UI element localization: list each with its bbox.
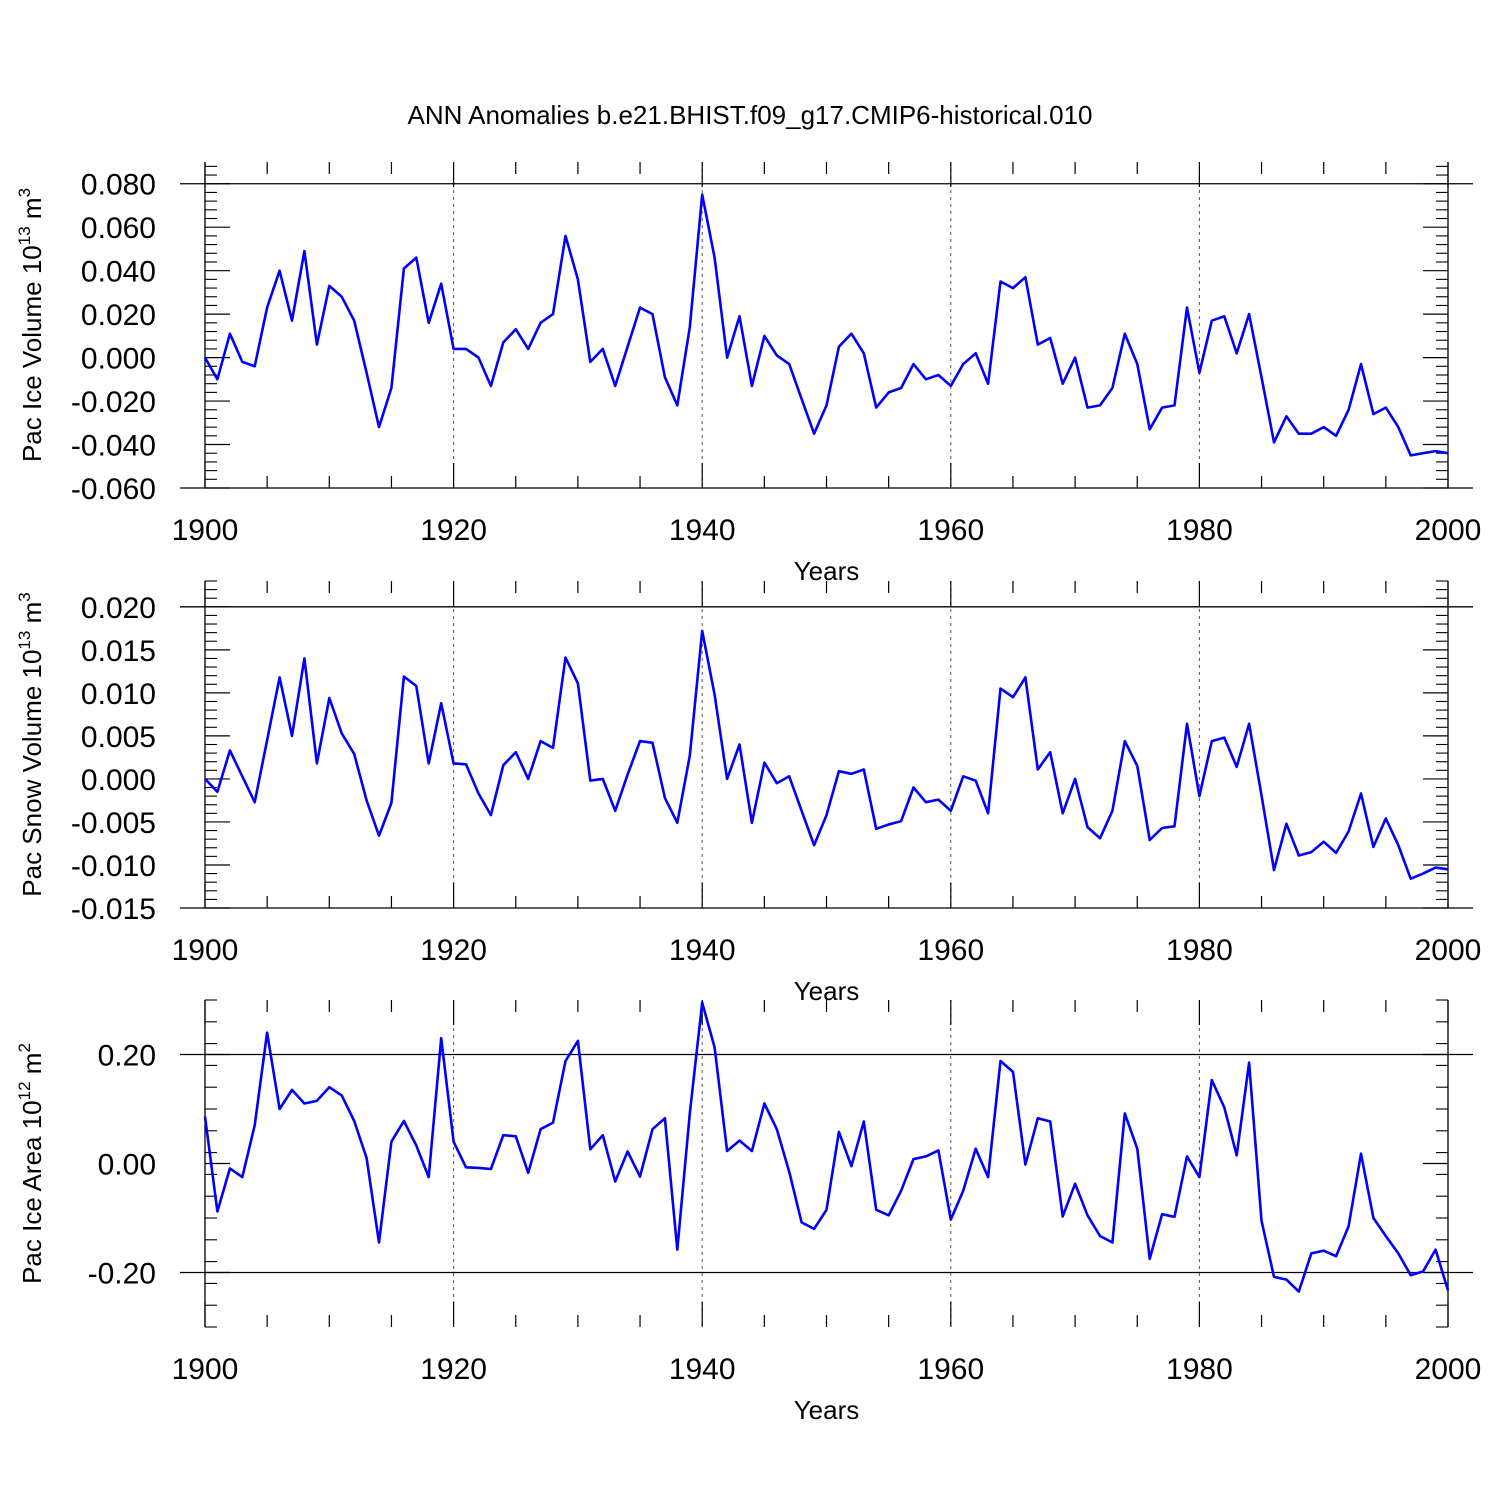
y-tick-label: 0.000	[81, 343, 156, 376]
x-tick-label: 1900	[172, 934, 239, 967]
y-tick-label: -0.20	[88, 1258, 156, 1291]
series-line	[204, 629, 1449, 881]
x-tick-label: 1920	[420, 1353, 487, 1386]
y-tick-label: -0.040	[71, 430, 156, 463]
y-tick-label: -0.010	[71, 850, 156, 883]
y-tick-label: 0.040	[81, 256, 156, 289]
panel-ice-volume: -0.060 -0.040 -0.020 0.000 0.020 0.040 0.060 0.…	[15, 162, 1481, 586]
y-tick-label: 0.005	[81, 721, 156, 754]
y-tick-label: -0.020	[71, 386, 156, 419]
panel-ice-area: -0.20 0.00 0.20 1900 1920 1940 1960 1980 2000 Yea…	[15, 999, 1482, 1425]
y-tick-label: 0.020	[81, 299, 156, 332]
y-tick-label: 0.020	[81, 592, 156, 625]
y-axis-label: Pac Ice Volume 1013 m3	[15, 188, 47, 462]
x-tick-label: 1960	[917, 1353, 984, 1386]
x-tick-label: 1940	[669, 934, 736, 967]
x-tick-label: 1900	[172, 514, 239, 547]
y-tick-label: 0.060	[81, 212, 156, 245]
y-tick-label: 0.20	[98, 1040, 156, 1073]
x-tick-label: 1960	[917, 934, 984, 967]
x-tick-label: 2000	[1415, 514, 1482, 547]
x-tick-label: 1940	[669, 1353, 736, 1386]
x-tick-label: 1980	[1166, 1353, 1233, 1386]
x-tick-label: 1960	[917, 514, 984, 547]
y-axis-label: Pac Ice Area 1012 m2	[15, 1043, 47, 1284]
x-tick-label: 2000	[1415, 1353, 1482, 1386]
y-axis-label: Pac Snow Volume 1013 m3	[15, 592, 47, 896]
panel-snow-volume: -0.015 -0.010 -0.005 0.000 0.005 0.010 0.015 0.…	[15, 580, 1482, 1006]
series-line	[203, 193, 1449, 457]
y-tick-label: 0.000	[81, 764, 156, 797]
x-tick-label: 1920	[420, 514, 487, 547]
y-tick-label: 0.010	[81, 678, 156, 711]
y-tick-label: -0.005	[71, 807, 156, 840]
x-tick-label: 1900	[172, 1353, 239, 1386]
x-tick-label: 2000	[1415, 934, 1482, 967]
y-tick-label: 0.080	[81, 169, 156, 202]
series-line	[203, 1001, 1450, 1293]
x-tick-label: 1920	[420, 934, 487, 967]
x-tick-label: 1980	[1166, 514, 1233, 547]
y-tick-label: 0.00	[98, 1149, 156, 1182]
x-axis-label: Years	[794, 1395, 860, 1425]
y-tick-label: 0.015	[81, 635, 156, 668]
chart-title: ANN Anomalies b.e21.BHIST.f09_g17.CMIP6-…	[407, 100, 1092, 130]
x-tick-label: 1980	[1166, 934, 1233, 967]
y-tick-label: -0.060	[71, 473, 156, 506]
y-tick-label: -0.015	[71, 893, 156, 926]
x-tick-label: 1940	[669, 514, 736, 547]
